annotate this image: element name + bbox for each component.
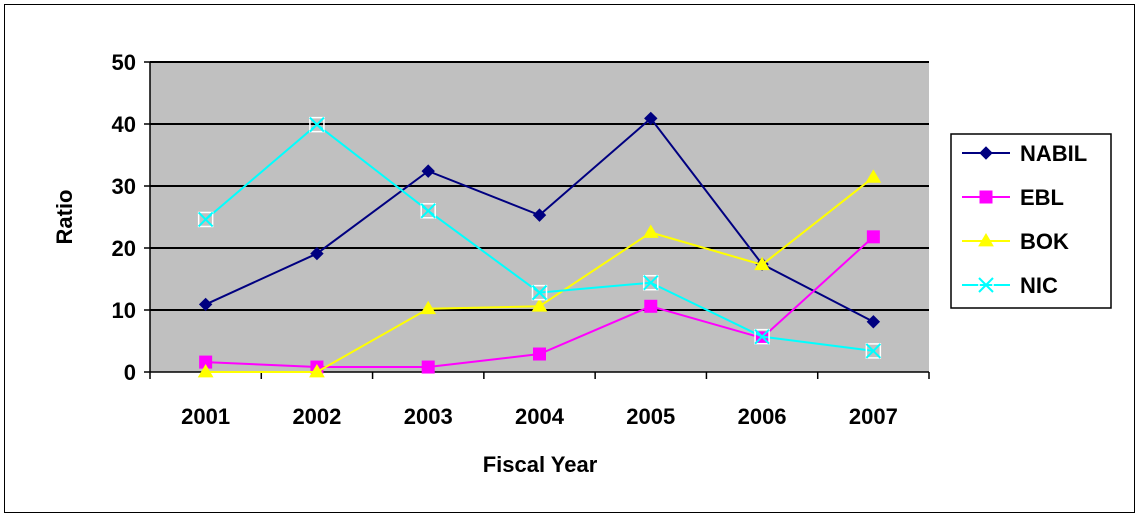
data-point-bok bbox=[754, 256, 770, 271]
y-tick-label: 0 bbox=[124, 360, 136, 385]
legend-item-bok: BOK bbox=[962, 229, 1069, 254]
y-tick-label: 20 bbox=[112, 236, 136, 261]
legend-item-nic: NIC bbox=[962, 273, 1058, 298]
data-point-nic bbox=[643, 274, 659, 291]
legend-items: NABIL EBL BOK NIC bbox=[962, 141, 1087, 298]
gridlines bbox=[150, 61, 929, 311]
series-bok bbox=[197, 169, 882, 378]
x-tick-label: 2001 bbox=[181, 404, 230, 429]
series-nic bbox=[197, 116, 882, 359]
data-point-bok bbox=[531, 298, 548, 312]
legend-label: NABIL bbox=[1020, 141, 1087, 166]
data-point-bok bbox=[420, 300, 437, 315]
data-point-ebl bbox=[533, 347, 546, 361]
data-point-bok bbox=[865, 169, 882, 183]
x-tick-label: 2002 bbox=[292, 404, 341, 429]
x-axis-label: Fiscal Year bbox=[483, 452, 598, 477]
x-tick-labels: 2001 2002 2003 2004 2005 2006 2007 bbox=[181, 404, 898, 429]
data-point-nabil bbox=[644, 111, 658, 126]
x-tick-label: 2004 bbox=[515, 404, 565, 429]
x-tick-label: 2006 bbox=[738, 404, 787, 429]
data-point-nic bbox=[420, 203, 436, 219]
y-tick-label: 30 bbox=[112, 174, 136, 199]
data-point-bok bbox=[642, 224, 659, 238]
legend-marker-nic bbox=[978, 277, 994, 293]
data-point-nabil bbox=[866, 315, 881, 329]
x-tick-label: 2005 bbox=[626, 404, 675, 429]
legend-label: BOK bbox=[1020, 229, 1069, 254]
data-point-nabil bbox=[198, 297, 213, 312]
data-point-nabil bbox=[421, 164, 435, 178]
legend: NABIL EBL BOK NIC bbox=[950, 133, 1112, 309]
y-tick-labels: 0 10 20 30 40 50 bbox=[112, 50, 136, 385]
legend-marker-nabil bbox=[979, 146, 993, 160]
y-tick-label: 40 bbox=[112, 112, 136, 137]
data-point-ebl bbox=[866, 230, 880, 244]
legend-marker-bok bbox=[978, 233, 994, 247]
series-group bbox=[197, 111, 882, 378]
data-point-nic bbox=[754, 328, 770, 345]
x-tick-label: 2007 bbox=[849, 404, 898, 429]
data-point-nic bbox=[197, 211, 214, 228]
legend-label: EBL bbox=[1020, 185, 1064, 210]
y-tick-label: 50 bbox=[112, 50, 136, 75]
y-axis-label: Ratio bbox=[52, 190, 77, 245]
legend-marker-ebl bbox=[979, 190, 993, 204]
x-tick-label: 2003 bbox=[404, 404, 453, 429]
data-point-nabil bbox=[310, 246, 324, 261]
legend-box bbox=[950, 133, 1112, 309]
data-point-ebl bbox=[644, 299, 658, 313]
data-point-nic bbox=[865, 343, 882, 359]
data-point-nabil bbox=[532, 208, 547, 222]
data-point-ebl bbox=[421, 360, 435, 374]
y-tick-label: 10 bbox=[112, 298, 136, 323]
legend-label: NIC bbox=[1020, 273, 1058, 298]
data-point-nic bbox=[531, 284, 548, 301]
data-point-bok bbox=[197, 364, 214, 378]
legend-item-nabil: NABIL bbox=[962, 141, 1087, 166]
data-point-bok bbox=[309, 364, 325, 378]
legend-item-ebl: EBL bbox=[962, 185, 1064, 210]
data-point-nic bbox=[309, 116, 325, 133]
